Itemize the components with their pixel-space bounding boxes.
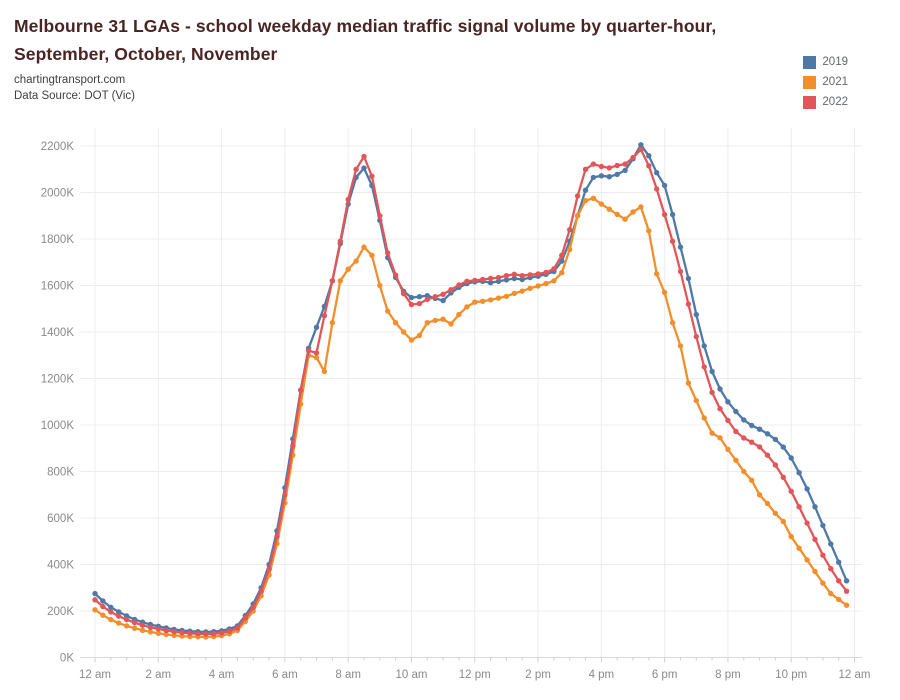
svg-text:4 am: 4 am	[209, 669, 235, 681]
svg-text:0K: 0K	[60, 653, 74, 665]
svg-text:1600K: 1600K	[41, 281, 75, 293]
svg-text:2 am: 2 am	[146, 669, 172, 681]
svg-text:2200K: 2200K	[41, 141, 75, 153]
svg-text:1800K: 1800K	[41, 234, 75, 246]
legend-label-2019: 2019	[822, 56, 848, 68]
legend-item-2021: 2021	[803, 72, 848, 92]
legend-item-2019: 2019	[803, 52, 848, 72]
legend-swatch-2019	[803, 55, 817, 69]
svg-text:2000K: 2000K	[41, 188, 75, 200]
source-site: chartingtransport.com	[14, 74, 126, 86]
svg-text:800K: 800K	[47, 467, 74, 479]
svg-text:12 am: 12 am	[839, 669, 871, 681]
chart-header: Melbourne 31 LGAs - school weekday media…	[14, 12, 784, 104]
svg-text:400K: 400K	[47, 560, 74, 572]
svg-text:6 pm: 6 pm	[652, 669, 678, 681]
svg-text:10 pm: 10 pm	[775, 669, 807, 681]
title-line-2: September, October, November	[14, 44, 278, 64]
svg-text:6 am: 6 am	[272, 669, 298, 681]
legend-swatch-2021	[803, 75, 817, 89]
page-title: Melbourne 31 LGAs - school weekday media…	[14, 12, 784, 68]
svg-text:1000K: 1000K	[41, 420, 75, 432]
svg-text:1400K: 1400K	[41, 327, 75, 339]
svg-text:8 pm: 8 pm	[715, 669, 741, 681]
title-line-1: Melbourne 31 LGAs - school weekday media…	[14, 16, 717, 36]
svg-text:4 pm: 4 pm	[589, 669, 615, 681]
svg-text:12 pm: 12 pm	[459, 669, 491, 681]
legend-label-2022: 2022	[822, 96, 848, 108]
source-data: Data Source: DOT (Vic)	[14, 90, 136, 102]
svg-text:600K: 600K	[47, 513, 74, 525]
svg-text:12 am: 12 am	[79, 669, 111, 681]
svg-text:8 am: 8 am	[335, 669, 361, 681]
legend: 2019 2021 2022	[803, 52, 848, 112]
svg-text:1200K: 1200K	[41, 374, 75, 386]
source-note: chartingtransport.com Data Source: DOT (…	[14, 72, 784, 104]
legend-swatch-2022	[803, 95, 817, 109]
legend-label-2021: 2021	[822, 76, 848, 88]
svg-text:2 pm: 2 pm	[525, 669, 551, 681]
svg-text:200K: 200K	[47, 606, 74, 618]
svg-text:10 am: 10 am	[395, 669, 427, 681]
legend-item-2022: 2022	[803, 92, 848, 112]
